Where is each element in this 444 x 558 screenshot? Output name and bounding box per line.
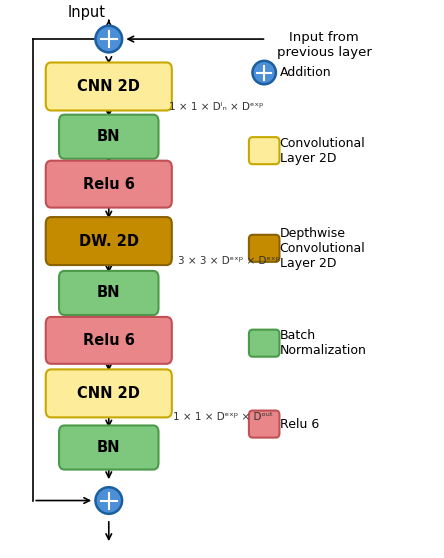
Text: Batch
Normalization: Batch Normalization [280,329,366,357]
FancyBboxPatch shape [249,235,279,262]
Ellipse shape [253,61,276,84]
Text: Input from
previous layer: Input from previous layer [277,31,372,59]
FancyBboxPatch shape [46,161,172,208]
Text: CNN 2D: CNN 2D [77,386,140,401]
FancyBboxPatch shape [46,369,172,417]
Text: DW. 2D: DW. 2D [79,234,139,248]
FancyBboxPatch shape [249,330,279,357]
FancyBboxPatch shape [46,217,172,265]
Text: BN: BN [97,129,120,144]
Ellipse shape [95,487,122,514]
FancyBboxPatch shape [249,137,279,164]
FancyBboxPatch shape [46,317,172,364]
FancyBboxPatch shape [59,425,159,470]
Text: Addition: Addition [280,66,331,79]
Text: CNN 2D: CNN 2D [77,79,140,94]
FancyBboxPatch shape [59,271,159,315]
Text: Depthwise
Convolutional
Layer 2D: Depthwise Convolutional Layer 2D [280,227,365,270]
Text: BN: BN [97,440,120,455]
FancyBboxPatch shape [59,115,159,158]
Text: 1 × 1 × Dᴵₙ × Dᵉˣᵖ: 1 × 1 × Dᴵₙ × Dᵉˣᵖ [169,102,263,112]
Text: 1 × 1 × Dᵉˣᵖ × Dᵒᵘᵗ: 1 × 1 × Dᵉˣᵖ × Dᵒᵘᵗ [173,412,273,422]
FancyBboxPatch shape [46,62,172,110]
Text: Convolutional
Layer 2D: Convolutional Layer 2D [280,137,365,165]
Text: Relu 6: Relu 6 [280,417,319,431]
Text: 3 × 3 × Dᵉˣᵖ × Dᵉˣᵖ: 3 × 3 × Dᵉˣᵖ × Dᵉˣᵖ [178,256,280,266]
Text: Relu 6: Relu 6 [83,177,135,191]
Text: BN: BN [97,286,120,300]
Text: Relu 6: Relu 6 [83,333,135,348]
FancyBboxPatch shape [249,411,279,437]
Text: Input: Input [67,6,106,20]
Ellipse shape [95,26,122,52]
